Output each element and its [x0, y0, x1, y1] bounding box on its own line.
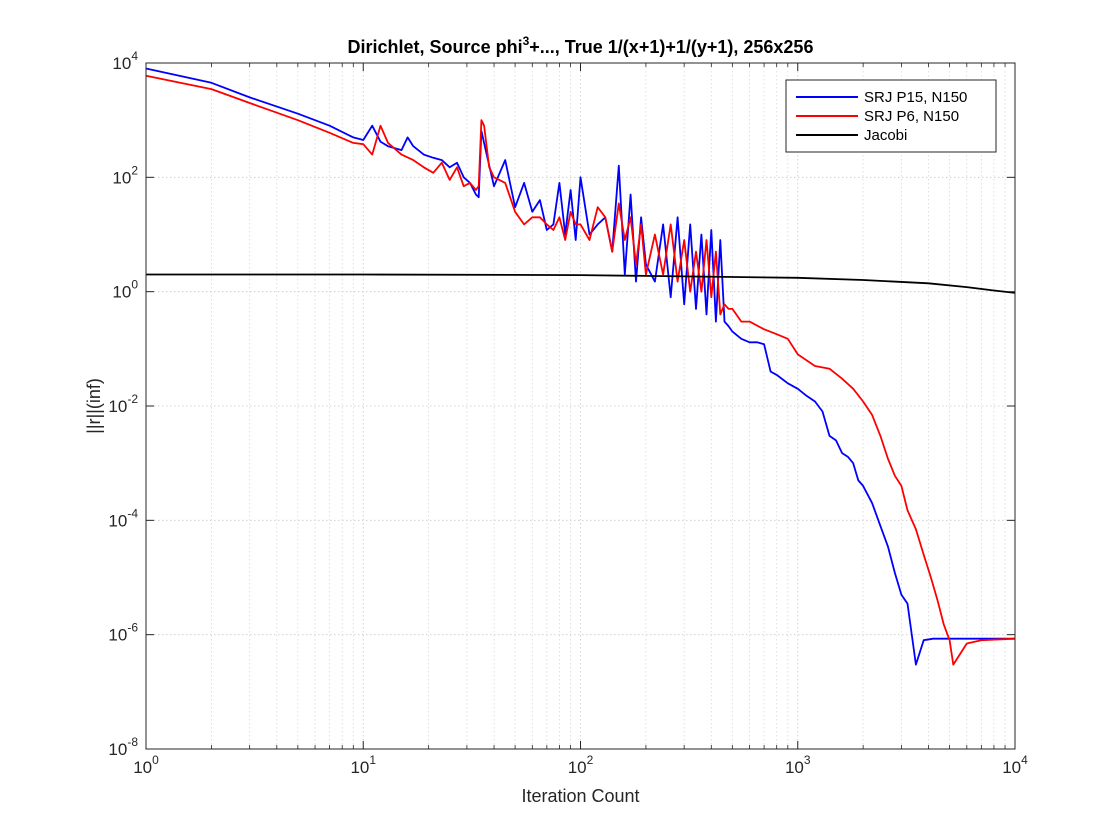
- y-tick-label: 100: [112, 278, 138, 302]
- y-tick-label: 102: [112, 163, 138, 187]
- y-tick-label: 10-2: [108, 392, 138, 416]
- chart-title-prefix: Dirichlet, Source phi: [348, 37, 523, 57]
- y-tick-label: 10-8: [108, 735, 138, 759]
- chart-title-suffix: +..., True 1/(x+1)+1/(y+1), 256x256: [529, 37, 813, 57]
- y-tick-label: 10-6: [108, 621, 138, 645]
- x-tick-label: 103: [785, 753, 811, 777]
- x-tick-label: 101: [350, 753, 376, 777]
- x-tick-label: 100: [133, 753, 159, 777]
- legend-label-jacobi: Jacobi: [864, 127, 907, 144]
- series-line-jacobi: [146, 273, 1016, 294]
- plot-area: [146, 63, 1015, 749]
- ticks: 100 101 102 103 104 10-8 10-6 10-4 10-2 100 102 104: [108, 49, 1028, 777]
- y-tick-label: 10-4: [108, 506, 138, 530]
- chart-title: Dirichlet, Source phi3+..., True 1/(x+1)…: [348, 34, 814, 57]
- y-tick-label: 104: [112, 49, 138, 73]
- series-line-srj-p6-n150: [145, 74, 1016, 666]
- x-tick-label: 104: [1002, 753, 1028, 777]
- y-axis-label: ||r||(inf): [84, 378, 104, 434]
- x-axis-label: Iteration Count: [521, 786, 639, 806]
- legend-label-srj-p15: SRJ P15, N150: [864, 89, 967, 106]
- x-tick-label: 102: [568, 753, 594, 777]
- grid: [146, 63, 1015, 749]
- legend-label-srj-p6: SRJ P6, N150: [864, 108, 959, 125]
- series-layer: [145, 67, 1016, 666]
- chart-title-superscript: 3: [523, 34, 530, 48]
- legend: SRJ P15, N150 SRJ P6, N150 Jacobi: [785, 79, 997, 153]
